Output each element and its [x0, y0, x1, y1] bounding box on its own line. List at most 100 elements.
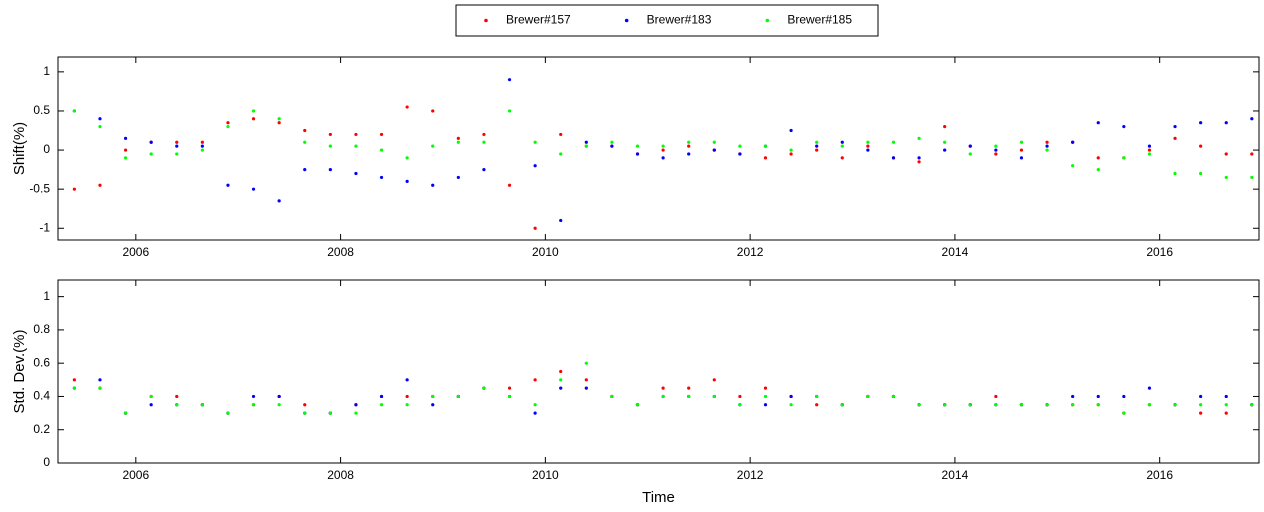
legend-marker	[624, 18, 629, 23]
data-point	[405, 105, 409, 109]
data-point	[1019, 140, 1024, 144]
data-point	[507, 78, 512, 82]
data-point	[1147, 148, 1152, 152]
data-point	[328, 144, 332, 148]
data-point	[968, 152, 972, 156]
data-point	[533, 378, 537, 382]
data-point	[789, 152, 793, 156]
data-point	[994, 152, 998, 156]
data-point	[507, 183, 512, 187]
data-point	[431, 394, 435, 399]
data-point	[456, 394, 460, 399]
data-point	[1071, 164, 1075, 168]
data-point	[661, 156, 665, 160]
y-tick-label: 0.5	[33, 103, 50, 117]
data-point	[840, 403, 844, 407]
data-point	[456, 175, 460, 180]
plot-frame	[57, 279, 1260, 464]
data-point	[1224, 121, 1228, 125]
y-axis-label: Shift(%)	[11, 122, 28, 175]
data-point	[431, 109, 435, 113]
data-point	[1122, 125, 1126, 129]
data-point	[328, 132, 332, 137]
data-point	[943, 140, 947, 144]
data-point	[815, 148, 819, 152]
data-point	[789, 148, 793, 152]
data-point	[866, 148, 870, 152]
data-point	[405, 403, 409, 407]
data-point	[1045, 140, 1049, 144]
x-tick-label: 2006	[122, 468, 149, 482]
data-point	[968, 144, 972, 148]
data-point	[303, 403, 307, 407]
data-point	[200, 140, 204, 144]
y-tick-label: 0	[43, 142, 50, 156]
x-tick-label: 2012	[737, 468, 764, 482]
data-point	[1071, 394, 1075, 399]
data-point	[1250, 152, 1254, 156]
data-point	[1224, 175, 1228, 180]
legend-label: Brewer#183	[647, 13, 712, 27]
data-point	[712, 394, 716, 399]
data-point	[943, 125, 947, 129]
data-point	[917, 160, 921, 164]
data-point	[1122, 156, 1126, 160]
data-point	[968, 403, 972, 407]
y-tick-label: 0.6	[33, 355, 50, 369]
data-point	[303, 140, 307, 144]
data-point	[661, 144, 665, 148]
data-point	[1019, 403, 1024, 407]
data-point	[1071, 140, 1075, 144]
data-point	[1224, 411, 1228, 415]
data-point	[815, 403, 819, 407]
data-point	[72, 378, 76, 382]
data-point	[251, 394, 256, 399]
data-point	[1224, 394, 1228, 399]
legend-box	[455, 4, 879, 37]
data-point	[149, 403, 153, 407]
y-tick-label: 1	[43, 64, 50, 78]
y-tick-label: 0	[43, 455, 50, 469]
x-tick-label: 2016	[1146, 468, 1173, 482]
x-tick-label: 2010	[532, 245, 559, 259]
y-tick-label: -0.5	[29, 181, 50, 195]
data-point	[763, 394, 768, 399]
data-point	[763, 156, 768, 160]
x-tick-label: 2010	[532, 468, 559, 482]
data-point	[635, 152, 640, 156]
data-point	[482, 140, 486, 144]
data-point	[175, 152, 179, 156]
data-point	[226, 183, 230, 187]
data-point	[354, 144, 358, 148]
data-point	[840, 140, 844, 144]
data-point	[1250, 117, 1254, 121]
data-point	[738, 144, 742, 148]
data-point	[1122, 411, 1126, 415]
data-point	[482, 132, 486, 137]
data-point	[277, 199, 281, 203]
data-point	[891, 394, 896, 399]
data-point	[1199, 121, 1203, 125]
data-point	[1096, 394, 1100, 399]
data-point	[123, 136, 128, 140]
data-point	[917, 136, 921, 140]
data-point	[533, 403, 537, 407]
data-point	[738, 152, 742, 156]
data-point	[1096, 168, 1100, 172]
data-point	[251, 403, 256, 407]
data-point	[943, 148, 947, 152]
data-point	[866, 144, 870, 148]
data-point	[1224, 152, 1228, 156]
data-point	[687, 386, 691, 390]
data-point	[379, 132, 384, 137]
data-point	[687, 394, 691, 399]
data-point	[994, 394, 998, 399]
data-point	[1019, 156, 1024, 160]
data-point	[559, 152, 563, 156]
data-point	[661, 386, 665, 390]
data-point	[1250, 403, 1254, 407]
data-point	[815, 140, 819, 144]
data-point	[635, 144, 640, 148]
data-point	[917, 156, 921, 160]
data-point	[200, 403, 204, 407]
